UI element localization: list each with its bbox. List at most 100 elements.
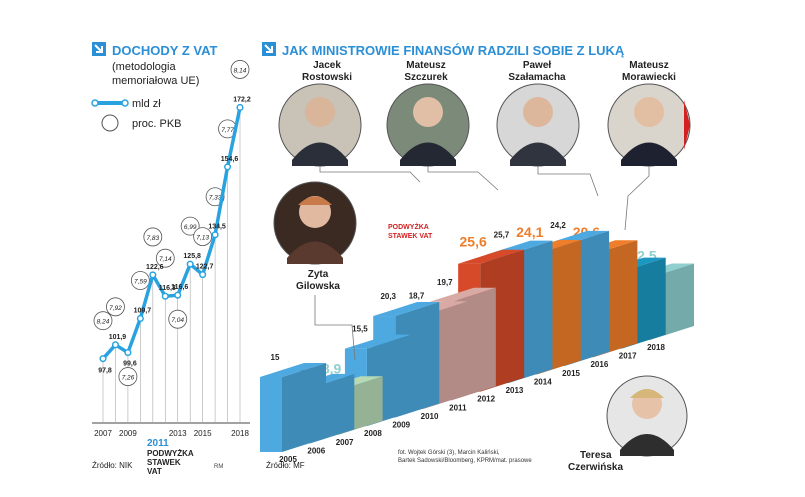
year-label: 2006 xyxy=(307,446,325,455)
x-tick-label: 2009 xyxy=(119,429,137,438)
portrait-czerwinska: Teresa Czerwińska xyxy=(568,375,688,473)
value-label: 25,7 xyxy=(494,231,510,240)
year-label: 2005 xyxy=(279,455,297,464)
legend-line-label: mld zł xyxy=(132,98,161,110)
left-credit: RM xyxy=(214,464,223,470)
minister-last-name: Morawiecki xyxy=(622,72,676,83)
portrait-gilowska: Zyta Gilowska xyxy=(273,181,357,292)
pkb-label: 6,99 xyxy=(184,224,197,231)
pkb-label: 7,59 xyxy=(134,278,147,285)
left-subtitle-1: (metodologia xyxy=(112,61,176,73)
bar: 2005 15 xyxy=(260,353,326,464)
minister-first-name: Teresa xyxy=(580,450,612,461)
data-point xyxy=(149,271,157,279)
left-title: DOCHODY Z VAT xyxy=(112,43,218,58)
value-label: 125,8 xyxy=(183,253,201,260)
value-label: 8,9 xyxy=(322,360,342,376)
pkb-circle xyxy=(106,297,125,317)
minister-last-name: Rostowski xyxy=(302,72,352,83)
vat-gap-bar-chart: 201812,5201715,4201620,6201524,2201424,1… xyxy=(260,221,694,464)
year-label: 2009 xyxy=(392,421,410,430)
minister-last-name: Czerwińska xyxy=(568,462,623,473)
minister-last-name: Gilowska xyxy=(296,281,340,292)
data-point xyxy=(161,292,169,300)
pkb-label: 7,83 xyxy=(146,235,159,242)
pkb-circle xyxy=(168,309,188,329)
portrait-rostowski: Jacek Rostowski xyxy=(278,60,362,167)
x-tick-label: 2007 xyxy=(94,429,112,438)
photo-credit-2: Bartek Sadowski/Bloomberg, KPRM/mat. pra… xyxy=(398,458,532,464)
value-label: 99,6 xyxy=(123,361,137,368)
portrait-szczurek: Mateusz Szczurek xyxy=(386,60,470,167)
value-label: 18,7 xyxy=(409,291,425,300)
bar-annotation-line-2: STAWEK VAT xyxy=(388,233,433,240)
pkb-label: 7,92 xyxy=(109,305,122,312)
year-label: 2015 xyxy=(562,369,580,378)
value-label: 24,1 xyxy=(516,224,543,240)
arrow-icon xyxy=(262,42,276,56)
minister-last-name: Szałamacha xyxy=(508,72,566,83)
right-source: Źródło: MF xyxy=(266,461,305,470)
value-label: 15 xyxy=(271,353,280,362)
pkb-circle xyxy=(143,227,163,247)
year-label: 2011 xyxy=(449,403,467,412)
year-label: 2016 xyxy=(590,360,608,369)
value-label: 24,2 xyxy=(550,221,566,230)
data-point xyxy=(186,260,194,268)
bar-top xyxy=(344,334,411,349)
portrait-szalamacha: Paweł Szałamacha xyxy=(496,60,580,167)
bar-annotation-line-1: PODWYŻKA xyxy=(388,223,429,231)
year-label: 2012 xyxy=(477,395,495,404)
data-point xyxy=(124,349,132,357)
value-label: 122,6 xyxy=(146,264,164,271)
legend-circle-swatch xyxy=(101,114,119,132)
legend-circle-label: proc. PKB xyxy=(132,118,182,130)
left-subtitle-2: memoriałowa UE) xyxy=(112,75,199,87)
year-label: 2017 xyxy=(619,352,637,361)
annotation-year: 2011 xyxy=(147,438,169,449)
pkb-label: 8,14 xyxy=(234,67,247,74)
data-point xyxy=(223,163,232,171)
minister-first-name: Jacek xyxy=(313,60,341,71)
data-point xyxy=(211,231,219,239)
value-label: 116,3 xyxy=(159,285,176,292)
pkb-label: 8,24 xyxy=(97,319,110,326)
vat-line-chart: 8,24 7,92 7,26 7,59 7,83 7,14 7,04 6,99 7,13 7,33… xyxy=(92,60,251,438)
x-tick-label: 2013 xyxy=(169,429,187,438)
minister-first-name: Mateusz xyxy=(406,60,445,71)
year-label: 2010 xyxy=(421,412,439,421)
data-point xyxy=(111,341,120,349)
bar-top xyxy=(260,363,326,377)
photo-credit-1: fot. Wojtek Górski (3), Marcin Kaliński, xyxy=(398,450,500,456)
value-label: 116,6 xyxy=(171,284,188,291)
value-label: 15,5 xyxy=(352,325,368,334)
pkb-label: 7,04 xyxy=(171,317,184,324)
x-tick-label: 2018 xyxy=(231,429,249,438)
left-source: Źródło: NIK xyxy=(92,461,133,470)
pkb-circle xyxy=(130,271,150,290)
pkb-circle xyxy=(230,60,250,79)
right-title: JAK MINISTROWIE FINANSÓW RADZILI SOBIE Z… xyxy=(282,43,625,58)
annotation-line-3: VAT xyxy=(147,467,162,476)
value-label: 154,6 xyxy=(221,156,239,163)
year-label: 2008 xyxy=(364,429,382,438)
left-header: DOCHODY Z VAT (metodologia memoriałowa U… xyxy=(92,42,218,87)
pkb-circle xyxy=(118,367,138,386)
bar-side xyxy=(282,363,326,452)
minister-first-name: Paweł xyxy=(523,60,552,71)
pkb-label: 7,26 xyxy=(122,375,135,382)
value-label: 97,8 xyxy=(98,368,112,375)
portrait-morawiecki: Mateusz Morawiecki xyxy=(607,60,691,167)
year-label: 2013 xyxy=(506,386,524,395)
value-label: 101,9 xyxy=(109,334,127,341)
left-legend: mld zł proc. PKB xyxy=(91,98,182,132)
data-point xyxy=(174,291,182,299)
pkb-circle xyxy=(193,227,213,246)
data-point xyxy=(199,271,207,279)
year-label: 2018 xyxy=(647,343,665,352)
arrow-icon xyxy=(92,42,106,56)
year-label: 2014 xyxy=(534,377,552,386)
annotation-line-2: STAWEK xyxy=(147,458,181,467)
bar-top xyxy=(429,287,496,302)
